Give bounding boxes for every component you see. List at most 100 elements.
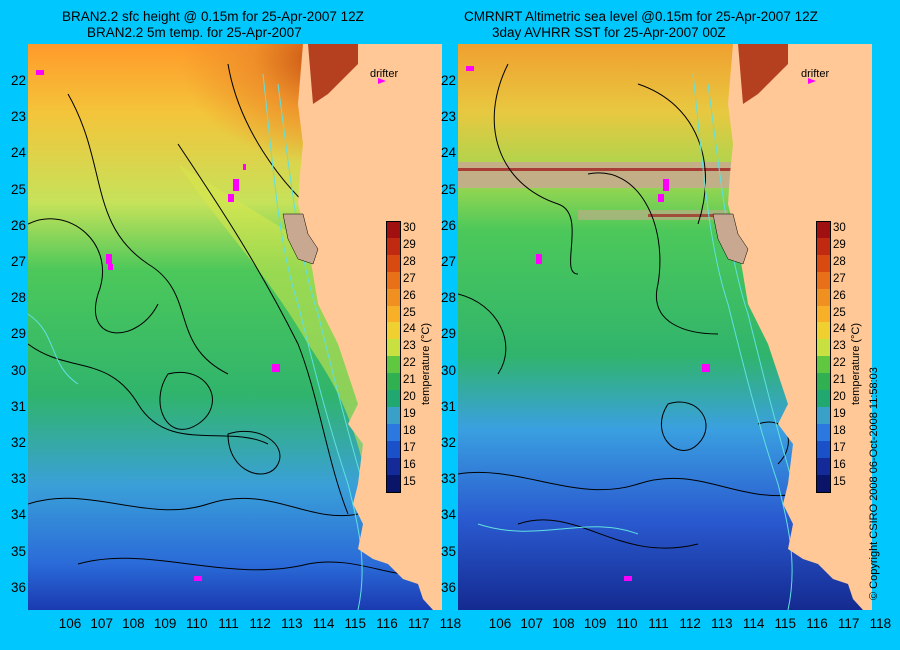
left-map-panel[interactable] bbox=[28, 44, 442, 610]
colorbar-swatch bbox=[816, 457, 830, 475]
colorbar-swatch bbox=[386, 457, 400, 475]
right-lat-label: 28 bbox=[440, 290, 456, 306]
right-lat-label: 23 bbox=[440, 109, 456, 125]
left-lat-label: 26 bbox=[10, 217, 26, 233]
colorbar-swatch bbox=[816, 288, 830, 306]
left-sea-level-contours bbox=[28, 63, 442, 577]
colorbar-tick-label: 20 bbox=[833, 391, 846, 403]
colorbar-tick-label: 28 bbox=[833, 255, 846, 268]
colorbar-tick-label: 24 bbox=[833, 323, 846, 336]
copyright-credit: © Copyright CSIRO 2008 06-Oct-2008 11:58… bbox=[868, 367, 880, 600]
colorbar-tick-label: 27 bbox=[833, 272, 846, 285]
left-lat-label: 31 bbox=[10, 398, 26, 414]
colorbar-tick-label: 28 bbox=[403, 255, 416, 268]
right-colorbar-title: temperature (°C) bbox=[850, 322, 862, 405]
colorbar-swatch bbox=[816, 254, 830, 273]
colorbar-tick-label: 26 bbox=[833, 289, 846, 302]
right-lat-label: 26 bbox=[440, 217, 456, 233]
right-drifter-label: drifter bbox=[801, 68, 830, 80]
colorbar-tick-label: 25 bbox=[833, 306, 846, 319]
right-lat-label: 25 bbox=[440, 181, 456, 197]
colorbar-swatch bbox=[386, 474, 400, 492]
right-land-mass bbox=[728, 44, 872, 610]
colorbar-swatch bbox=[386, 271, 400, 290]
right-lon-label: 118 bbox=[869, 616, 892, 631]
colorbar-tick-label: 29 bbox=[403, 238, 416, 251]
right-map-panel[interactable] bbox=[458, 44, 872, 610]
left-lat-label: 25 bbox=[10, 181, 26, 197]
left-title-line1: BRAN2.2 sfc height @ 0.15m for 25-Apr-20… bbox=[62, 9, 364, 24]
right-lon-label: 114 bbox=[742, 616, 765, 631]
left-lon-label: 115 bbox=[344, 616, 367, 631]
colorbar-tick-label: 19 bbox=[833, 407, 846, 420]
colorbar-tick-label: 16 bbox=[403, 458, 416, 471]
colorbar-swatch bbox=[386, 288, 400, 306]
left-land-mass bbox=[298, 44, 442, 610]
colorbar-swatch bbox=[386, 390, 400, 408]
colorbar-swatch bbox=[816, 271, 830, 290]
colorbar-tick-label: 29 bbox=[833, 238, 846, 251]
colorbar-tick-label: 18 bbox=[833, 424, 846, 437]
right-lon-label: 106 bbox=[488, 616, 512, 631]
colorbar-swatch bbox=[386, 440, 400, 459]
colorbar-swatch bbox=[816, 356, 830, 374]
colorbar-swatch bbox=[386, 373, 400, 391]
left-lon-label: 112 bbox=[249, 616, 271, 631]
right-isobaths bbox=[477, 73, 797, 610]
left-lon-label: 107 bbox=[90, 616, 113, 631]
colorbar-swatch bbox=[386, 254, 400, 273]
left-lon-label: 113 bbox=[281, 616, 303, 631]
colorbar-swatch bbox=[816, 305, 830, 323]
right-lat-label: 32 bbox=[440, 435, 456, 450]
left-lat-label: 28 bbox=[10, 290, 26, 306]
colorbar-tick-label: 18 bbox=[403, 424, 416, 437]
left-lat-label: 34 bbox=[10, 507, 26, 523]
colorbar-tick-label: 17 bbox=[833, 441, 846, 454]
left-drifter-label: drifter bbox=[370, 68, 399, 80]
left-lon-label: 116 bbox=[376, 616, 398, 631]
right-drifter-tracks bbox=[466, 66, 816, 581]
colorbar-swatch bbox=[386, 305, 400, 323]
right-lat-label: 22 bbox=[440, 73, 456, 88]
colorbar-tick-label: 30 bbox=[403, 222, 416, 234]
colorbar-tick-label: 26 bbox=[403, 289, 416, 302]
right-lat-label: 33 bbox=[440, 471, 456, 487]
colorbar-swatch bbox=[386, 423, 400, 442]
colorbar-swatch bbox=[386, 237, 400, 256]
colorbar-tick-label: 24 bbox=[403, 323, 416, 336]
left-isobaths bbox=[28, 73, 367, 610]
right-lon-label: 109 bbox=[583, 616, 607, 631]
left-lat-label: 24 bbox=[10, 145, 26, 161]
colorbar-swatch bbox=[816, 237, 830, 256]
left-lon-label: 111 bbox=[218, 616, 239, 631]
right-title-line2: 3day AVHRR SST for 25-Apr-2007 00Z bbox=[492, 25, 726, 40]
right-lon-label: 115 bbox=[774, 616, 797, 631]
right-lon-label: 107 bbox=[520, 616, 543, 631]
right-lat-label: 35 bbox=[440, 543, 456, 559]
right-sea-level-contours bbox=[458, 63, 799, 549]
left-lat-label: 22 bbox=[10, 73, 26, 88]
left-lat-label: 23 bbox=[10, 109, 26, 125]
left-lat-label: 29 bbox=[10, 326, 26, 342]
colorbar-tick-label: 21 bbox=[403, 374, 416, 387]
colorbar-swatch bbox=[816, 373, 830, 391]
colorbar-tick-label: 16 bbox=[833, 458, 846, 471]
colorbar-swatch bbox=[816, 474, 830, 492]
colorbar-swatch bbox=[386, 322, 400, 340]
colorbar-tick-label: 27 bbox=[403, 272, 416, 285]
right-map-svg bbox=[458, 44, 872, 610]
colorbar-tick-label: 30 bbox=[833, 222, 846, 234]
colorbar-tick-label: 19 bbox=[403, 407, 416, 420]
right-lon-label: 117 bbox=[837, 616, 860, 631]
colorbar-swatch bbox=[816, 406, 830, 425]
left-lon-label: 106 bbox=[58, 616, 82, 631]
right-lat-label: 36 bbox=[440, 579, 456, 595]
left-drifter-tracks bbox=[36, 70, 386, 581]
colorbar-tick-label: 22 bbox=[403, 357, 416, 370]
right-lat-label: 30 bbox=[440, 362, 456, 378]
left-lon-label: 118 bbox=[439, 616, 462, 631]
colorbar-tick-label: 22 bbox=[833, 357, 846, 370]
left-lat-label: 35 bbox=[10, 543, 26, 559]
colorbar-swatch bbox=[816, 440, 830, 459]
left-lon-label: 110 bbox=[186, 616, 208, 631]
